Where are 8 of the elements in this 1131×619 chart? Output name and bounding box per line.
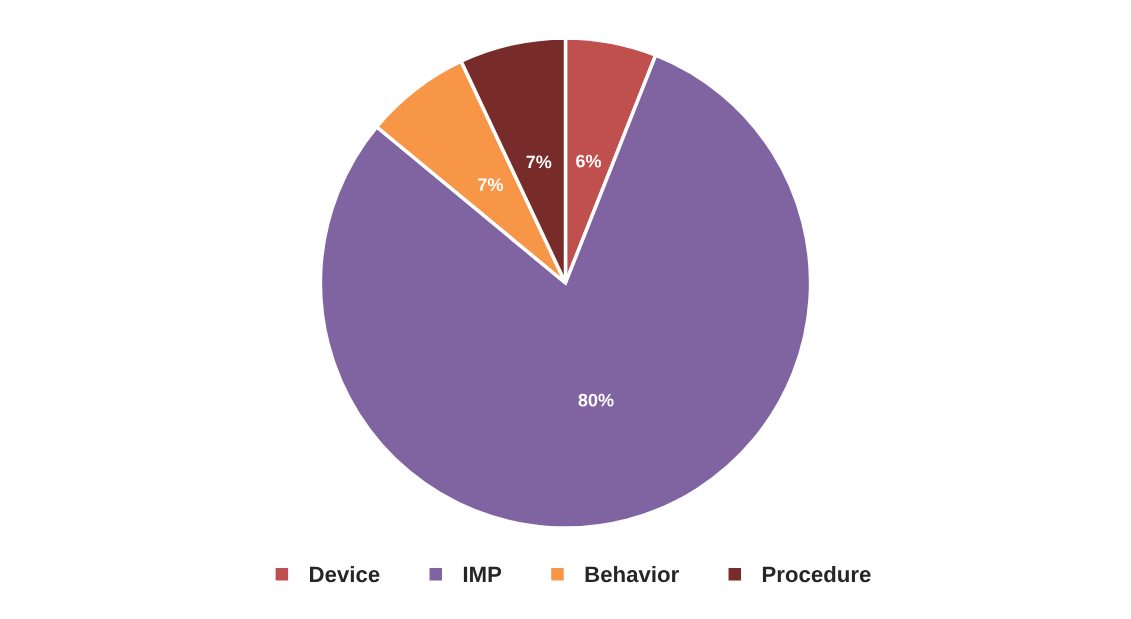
legend-label: Behavior	[585, 565, 679, 583]
data-label: 6%	[576, 154, 602, 168]
data-label: 80%	[578, 393, 614, 407]
legend-label: Procedure	[762, 565, 871, 583]
legend-label: IMP	[463, 566, 502, 583]
data-label: 7%	[478, 178, 503, 191]
data-label: 7%	[526, 155, 552, 169]
legend-label: Device	[310, 565, 380, 583]
